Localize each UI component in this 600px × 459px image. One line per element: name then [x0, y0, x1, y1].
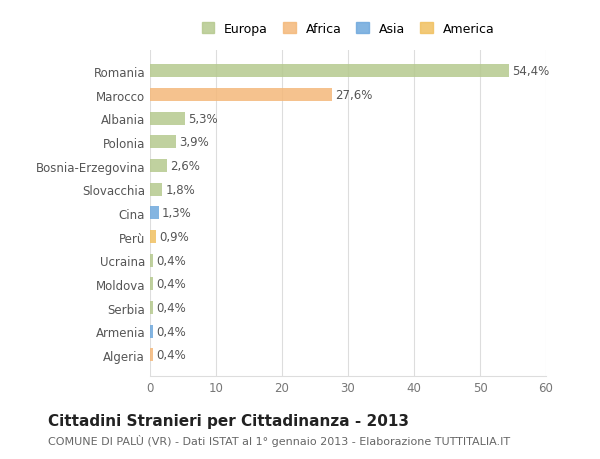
Bar	[150, 302, 152, 314]
Bar	[150, 278, 152, 291]
Legend: Europa, Africa, Asia, America: Europa, Africa, Asia, America	[197, 17, 499, 40]
Bar	[150, 348, 152, 362]
Text: 0,4%: 0,4%	[156, 278, 185, 291]
Bar	[150, 207, 158, 220]
Text: COMUNE DI PALÙ (VR) - Dati ISTAT al 1° gennaio 2013 - Elaborazione TUTTITALIA.IT: COMUNE DI PALÙ (VR) - Dati ISTAT al 1° g…	[48, 434, 510, 446]
Bar	[150, 160, 167, 173]
Bar	[150, 136, 176, 149]
Text: Cittadini Stranieri per Cittadinanza - 2013: Cittadini Stranieri per Cittadinanza - 2…	[48, 413, 409, 428]
Text: 0,4%: 0,4%	[156, 302, 185, 314]
Text: 27,6%: 27,6%	[335, 89, 373, 102]
Bar	[150, 112, 185, 125]
Text: 54,4%: 54,4%	[512, 65, 550, 78]
Text: 0,4%: 0,4%	[156, 348, 185, 362]
Text: 2,6%: 2,6%	[170, 160, 200, 173]
Bar	[150, 230, 156, 244]
Bar	[150, 254, 152, 267]
Text: 0,9%: 0,9%	[159, 230, 189, 244]
Text: 0,4%: 0,4%	[156, 325, 185, 338]
Bar	[150, 65, 509, 78]
Text: 1,3%: 1,3%	[162, 207, 191, 220]
Text: 1,8%: 1,8%	[165, 183, 195, 196]
Text: 5,3%: 5,3%	[188, 112, 218, 125]
Bar	[150, 183, 162, 196]
Bar	[150, 325, 152, 338]
Text: 0,4%: 0,4%	[156, 254, 185, 267]
Bar	[150, 89, 332, 102]
Text: 3,9%: 3,9%	[179, 136, 209, 149]
